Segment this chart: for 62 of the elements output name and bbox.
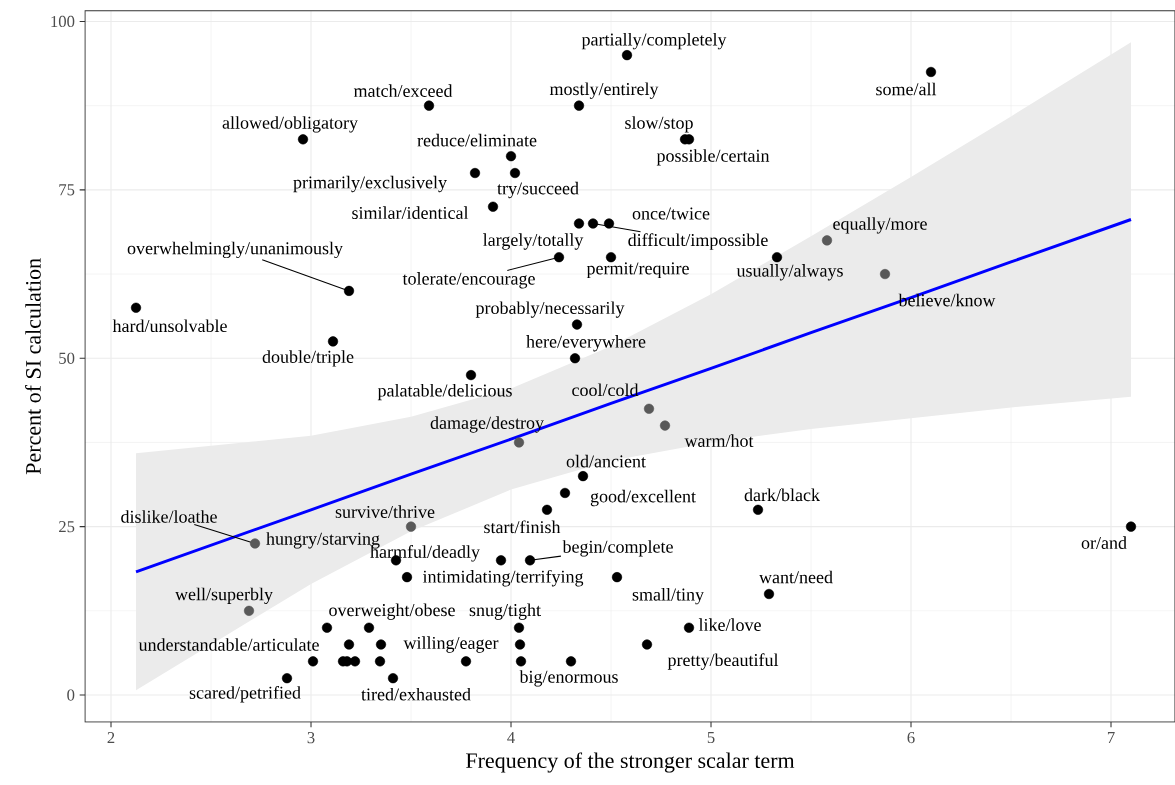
annotation: or/and — [1081, 536, 1127, 549]
annotation: understandable/articulate — [138, 638, 319, 651]
annotation: willing/eager — [403, 636, 499, 653]
annotation: dark/black — [744, 488, 821, 502]
annotation: scared/petrified — [189, 685, 301, 703]
annotation: overweight/obese — [329, 603, 455, 620]
annotation: tolerate/encourage — [402, 272, 535, 289]
annotation: similar/identical — [352, 206, 469, 220]
annotation: small/tiny — [632, 587, 704, 605]
annotation: probably/necessarily — [475, 301, 625, 318]
annotation: dislike/loathe — [121, 510, 217, 523]
annotation: partially/completely — [581, 32, 727, 50]
annotation: here/everywhere — [526, 335, 646, 352]
annotation: tired/exhausted — [361, 687, 471, 701]
annotation: old/ancient — [566, 454, 646, 468]
annotation: overwhelmingly/unanimously — [127, 241, 343, 259]
x-tick-label: 6 — [907, 732, 915, 744]
annotation: warm/hot — [684, 434, 754, 447]
annotation: once/twice — [632, 207, 710, 220]
annotation: want/need — [759, 570, 833, 584]
x-tick-label: 3 — [307, 732, 315, 744]
x-tick-label: 2 — [107, 732, 115, 744]
annotation: usually/always — [736, 264, 843, 281]
x-axis-title: Frequency of the stronger scalar term — [466, 752, 795, 773]
annotation: hard/unsolvable — [112, 319, 227, 333]
annotation: good/excellent — [590, 489, 696, 507]
annotation: big/enormous — [519, 670, 618, 687]
annotation: start/finish — [484, 520, 561, 534]
annotation: double/triple — [262, 350, 354, 367]
y-tick-label: 75 — [59, 184, 75, 196]
y-tick-label: 25 — [59, 521, 75, 533]
annotation: primarily/exclusively — [293, 175, 447, 193]
annotation: equally/more — [833, 217, 927, 234]
annotation: believe/know — [898, 293, 996, 307]
annotation: intimidating/terrifying — [422, 569, 584, 587]
annotation: survive/thrive — [335, 505, 435, 518]
x-tick-label: 5 — [707, 732, 715, 744]
annotation: try/succeed — [497, 181, 579, 199]
annotation: slow/stop — [625, 116, 693, 133]
annotation: largely/totally — [483, 233, 584, 250]
annotation: snug/tight — [469, 603, 541, 620]
annotation: permit/require — [586, 262, 689, 279]
annotation: some/all — [876, 82, 937, 96]
annotation: possible/certain — [656, 149, 770, 166]
annotation: cool/cold — [572, 383, 639, 397]
annotation: pretty/beautiful — [667, 653, 779, 670]
y-tick-label: 100 — [51, 15, 75, 28]
x-tick-label: 7 — [1107, 732, 1115, 743]
annotation: difficult/impossible — [628, 233, 768, 250]
annotation: mostly/entirely — [549, 82, 659, 99]
y-tick-label: 0 — [67, 689, 75, 701]
annotation: well/superbly — [175, 587, 273, 605]
annotation: palatable/delicious — [377, 383, 512, 401]
annotation: begin/complete — [562, 540, 673, 557]
annotation: damage/destroy — [430, 416, 544, 433]
y-axis-title: Percent of SI calculation — [25, 258, 41, 475]
y-tick-label: 50 — [59, 352, 75, 364]
annotation: allowed/obligatory — [222, 116, 358, 133]
annotation: reduce/eliminate — [417, 133, 537, 147]
x-tick-label: 4 — [507, 732, 515, 743]
annotation: match/exceed — [353, 84, 453, 97]
annotation: like/love — [698, 618, 761, 632]
